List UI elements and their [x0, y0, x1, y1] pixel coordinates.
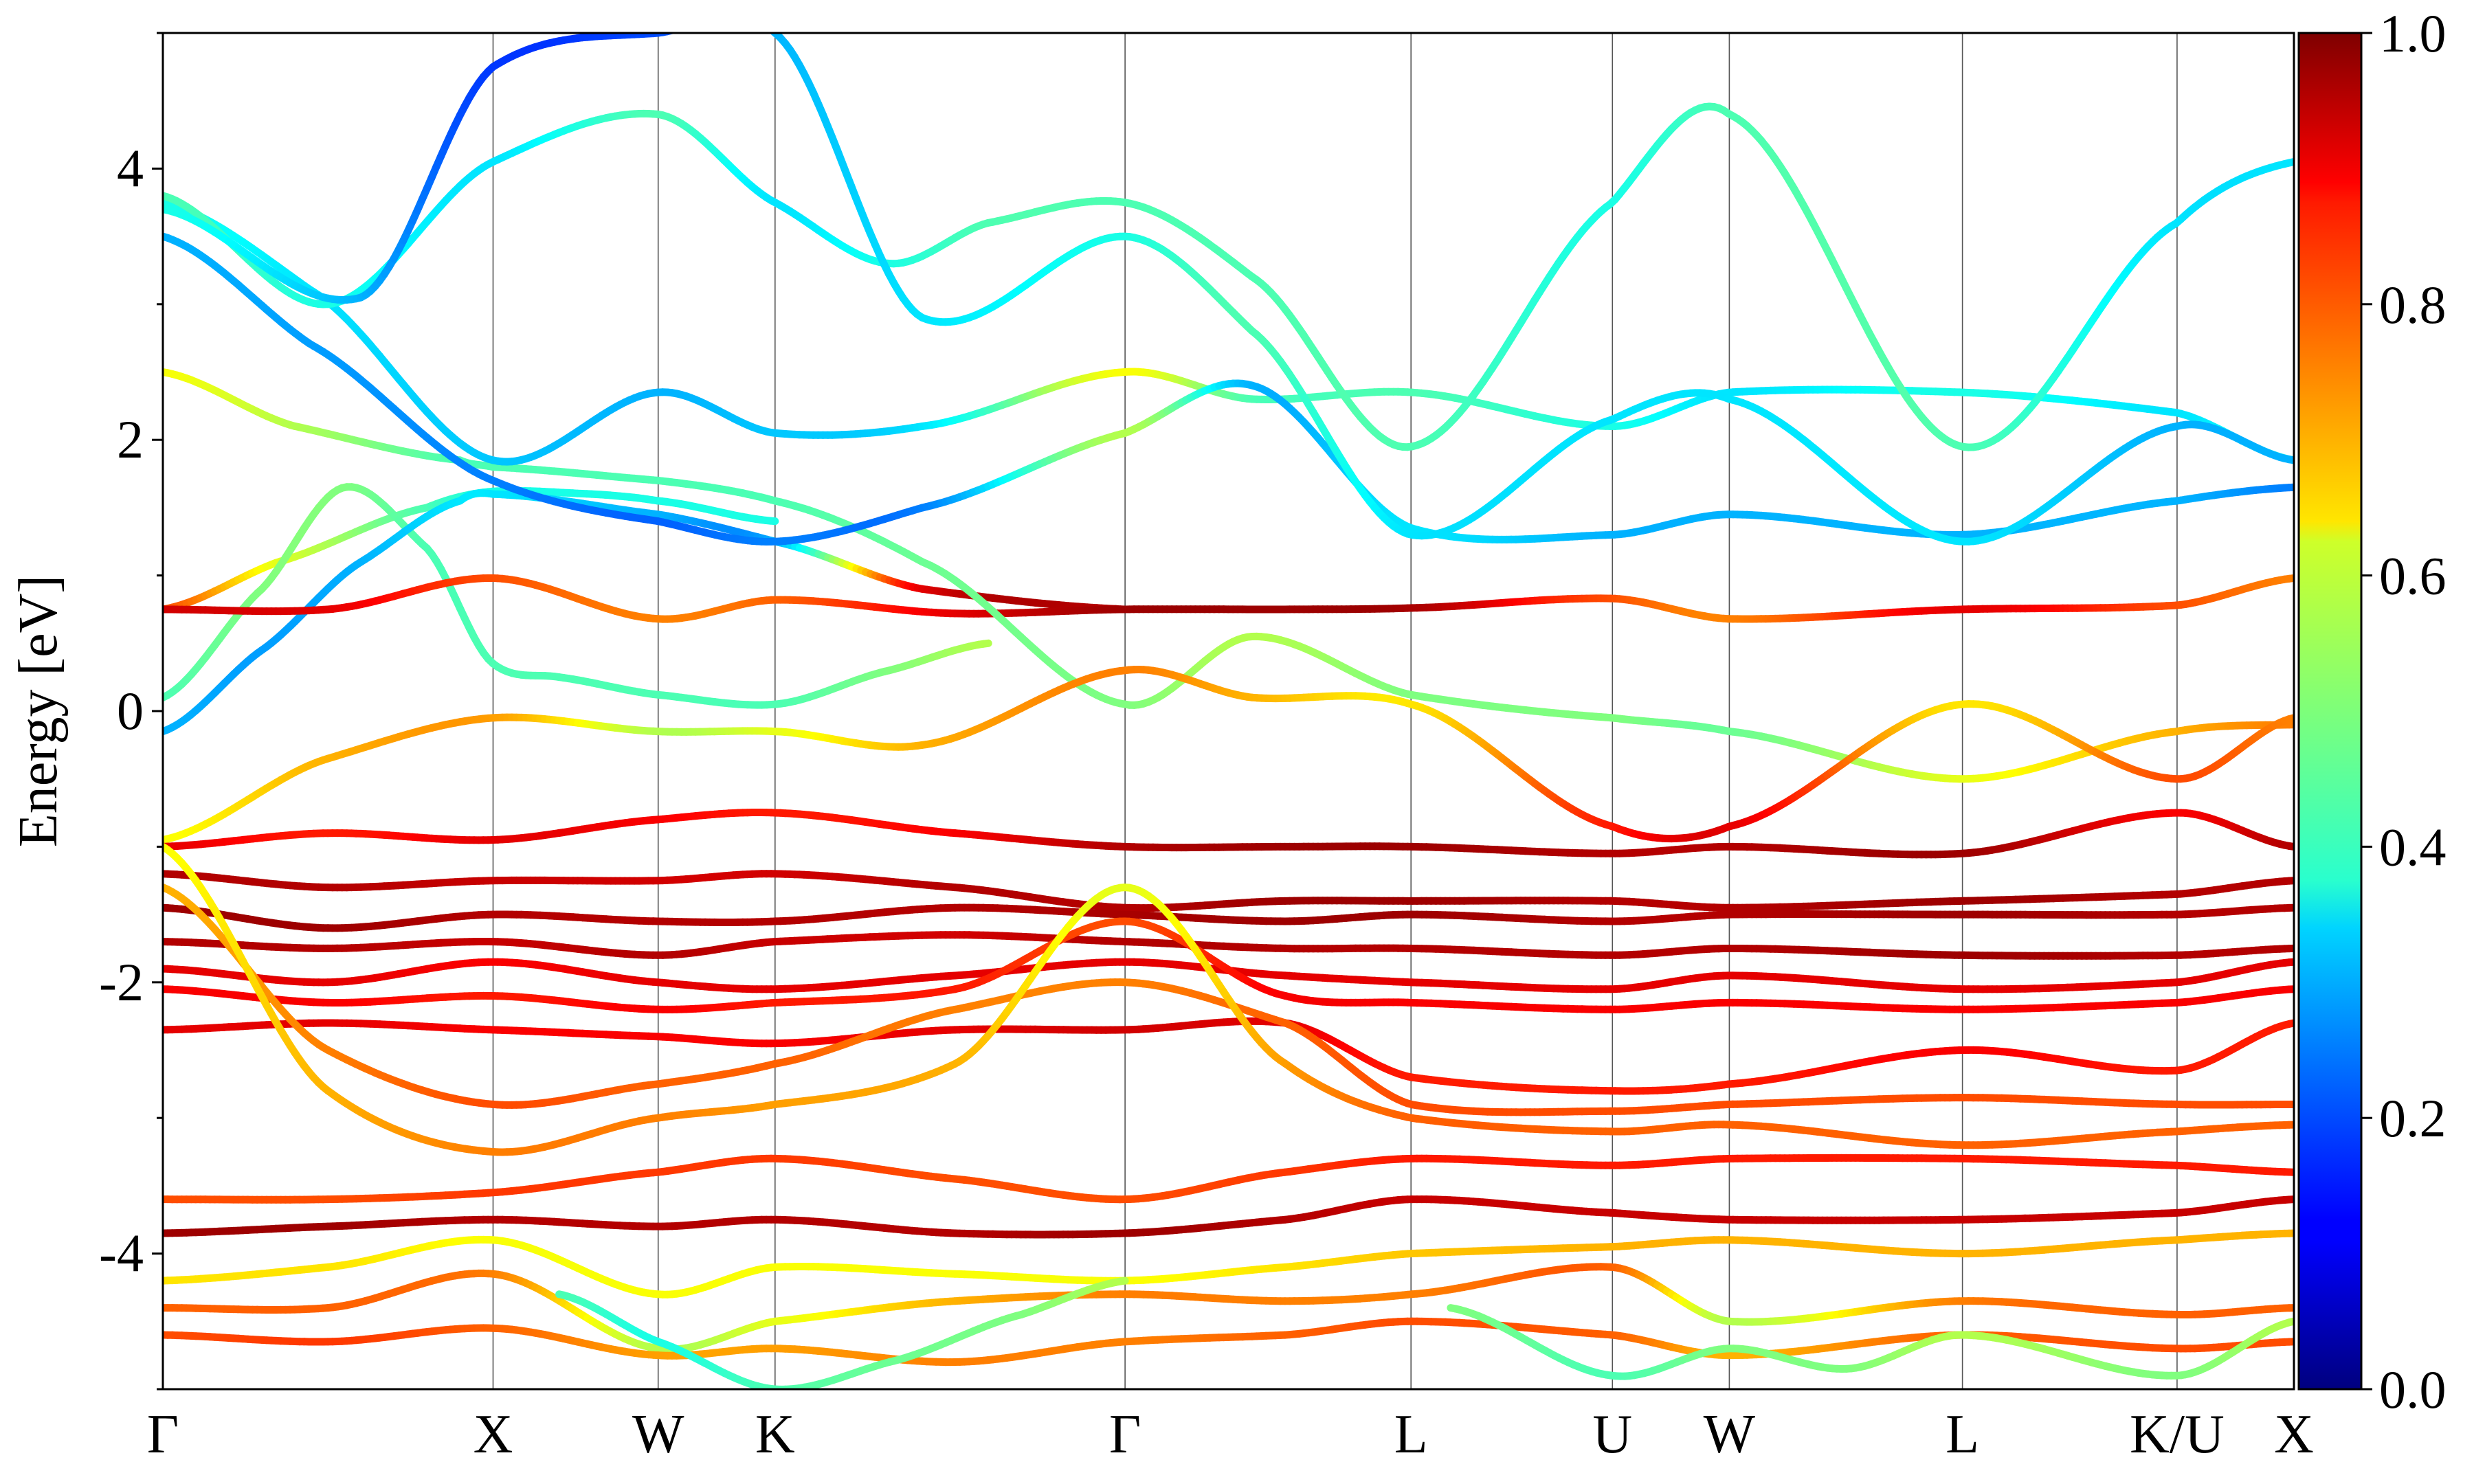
- band-13: [163, 931, 2294, 960]
- colorbar-tick-label: 1.0: [2379, 3, 2447, 63]
- y-axis-label: Energy [eV]: [8, 575, 69, 847]
- x-tick-label: L: [1946, 1404, 1979, 1465]
- band-1: [163, 483, 992, 709]
- band-2: [163, 489, 1129, 736]
- band-25: [1447, 1304, 2294, 1380]
- band-18: [163, 842, 2294, 1156]
- x-tick-label: U: [1592, 1404, 1632, 1465]
- x-tick-label: W: [632, 1404, 684, 1465]
- band-3: [163, 574, 2294, 623]
- band-23: [163, 1317, 2294, 1367]
- x-tick-label: W: [1704, 1404, 1756, 1465]
- y-tick-label: -4: [99, 1224, 144, 1283]
- y-tick-label: 4: [117, 138, 144, 198]
- x-tick-label: Γ: [1109, 1404, 1141, 1465]
- colorbar-tick-label: 0.0: [2379, 1360, 2447, 1419]
- y-tick-label: 0: [117, 681, 144, 741]
- colorbar: [2297, 32, 2363, 1391]
- x-axis-ticks: Γ X W K Γ L U W L K/U X: [147, 1404, 2314, 1465]
- band-19: [163, 1154, 2294, 1204]
- colorbar-tick-label: 0.6: [2379, 546, 2447, 606]
- band-24: [555, 1277, 1129, 1389]
- colorbar-tick-label: 0.2: [2379, 1088, 2447, 1148]
- band-11: [163, 870, 2294, 912]
- x-tick-label: X: [2274, 1404, 2314, 1465]
- band-22: [163, 1263, 2294, 1353]
- band-7: [163, 102, 2294, 451]
- x-tick-label: K: [755, 1404, 795, 1465]
- colorbar-ticks: 0.0 0.2 0.4 0.6 0.8 1.0: [2361, 3, 2447, 1419]
- band-5: [163, 199, 2294, 466]
- band-14: [163, 958, 2294, 993]
- band-20: [163, 1195, 2294, 1239]
- band-15: [163, 917, 2294, 1013]
- colorbar-tick-label: 0.4: [2379, 817, 2447, 877]
- high-symmetry-lines: [492, 33, 2178, 1389]
- x-tick-label: Γ: [147, 1404, 179, 1465]
- x-tick-label: K/U: [2130, 1404, 2225, 1465]
- band-9: [163, 666, 2294, 844]
- y-axis-ticks: -4 -2 0 2 4: [99, 32, 163, 1391]
- bands: [163, 33, 2294, 1389]
- y-tick-label: -2: [99, 952, 144, 1012]
- colorbar-tick-label: 0.8: [2379, 275, 2447, 335]
- band-12: [163, 903, 2294, 932]
- band-8: [163, 33, 2294, 546]
- band-21: [163, 1229, 2294, 1298]
- x-tick-label: L: [1394, 1404, 1428, 1465]
- band-6: [163, 232, 2294, 546]
- band-10: [163, 809, 2294, 859]
- y-tick-label: 2: [117, 409, 144, 469]
- band-16: [163, 1017, 2294, 1095]
- x-tick-label: X: [473, 1404, 513, 1465]
